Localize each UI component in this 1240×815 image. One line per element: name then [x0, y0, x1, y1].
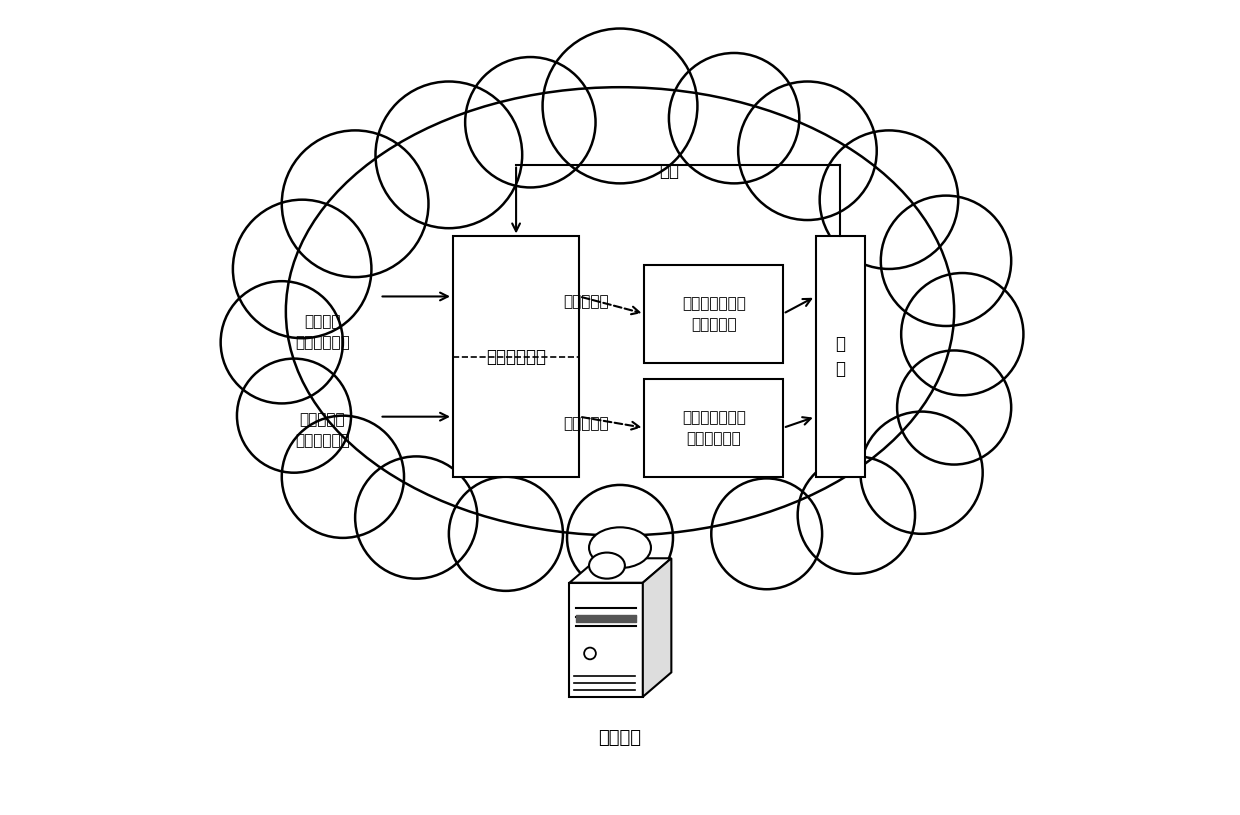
Circle shape [820, 130, 959, 269]
Circle shape [376, 82, 522, 228]
Circle shape [543, 29, 697, 183]
Circle shape [797, 456, 915, 574]
Ellipse shape [286, 87, 954, 535]
Circle shape [738, 82, 877, 220]
Bar [645, 379, 782, 477]
Text: 人脸识别模型: 人脸识别模型 [486, 347, 546, 366]
Ellipse shape [589, 553, 625, 579]
Ellipse shape [589, 527, 651, 568]
Text: 第一向量组: 第一向量组 [563, 294, 609, 309]
Circle shape [233, 200, 372, 338]
Circle shape [237, 359, 351, 473]
Circle shape [449, 477, 563, 591]
Text: 原样本集的相似
度分布曲线: 原样本集的相似 度分布曲线 [682, 296, 745, 332]
Circle shape [901, 273, 1023, 395]
Circle shape [584, 648, 596, 659]
Circle shape [221, 281, 343, 403]
Circle shape [281, 416, 404, 538]
Text: 网络设备: 网络设备 [599, 729, 641, 747]
Circle shape [567, 485, 673, 591]
Text: 收
敛: 收 敛 [835, 335, 844, 378]
Text: 第二向量组: 第二向量组 [563, 416, 609, 431]
Text: 调整样本集的相
似度分布曲线: 调整样本集的相 似度分布曲线 [682, 410, 745, 446]
Circle shape [465, 57, 595, 187]
Circle shape [880, 196, 1011, 326]
Circle shape [281, 130, 429, 277]
Bar [816, 236, 864, 477]
Circle shape [861, 412, 982, 534]
Text: 原样本集
（多数人群）: 原样本集 （多数人群） [295, 315, 350, 350]
Bar [453, 236, 579, 477]
Circle shape [712, 478, 822, 589]
Text: 调整样本集
（少数人群）: 调整样本集 （少数人群） [295, 412, 350, 448]
Text: 调整: 调整 [658, 162, 680, 180]
Circle shape [668, 53, 800, 183]
Polygon shape [642, 558, 671, 697]
Circle shape [897, 350, 1011, 465]
Circle shape [355, 456, 477, 579]
Bar [645, 265, 782, 363]
Bar [569, 583, 642, 697]
Polygon shape [569, 558, 671, 583]
